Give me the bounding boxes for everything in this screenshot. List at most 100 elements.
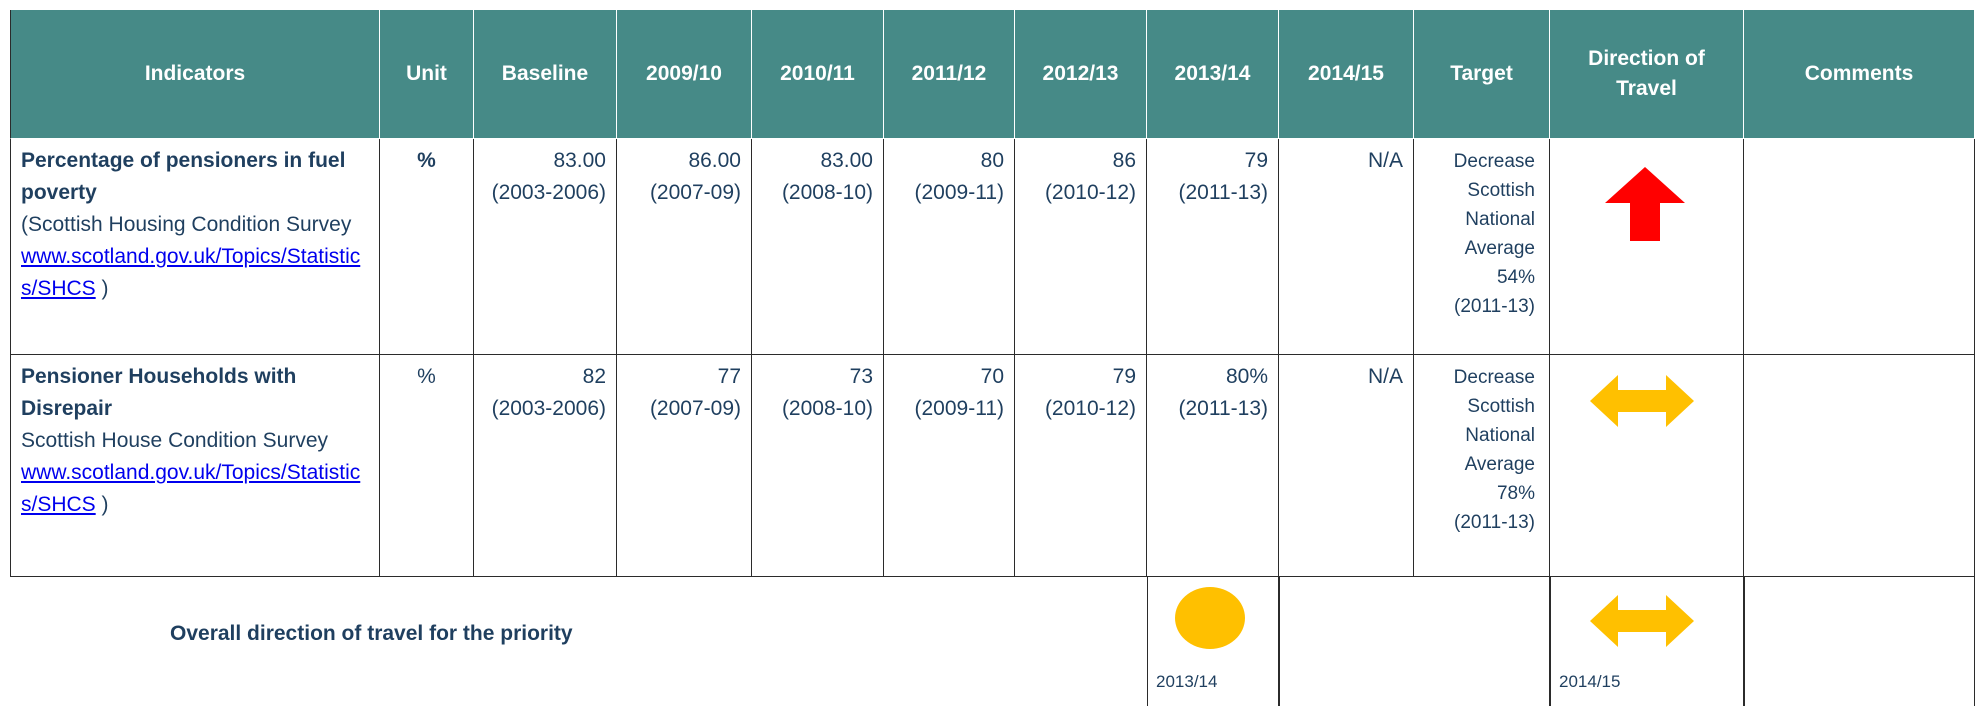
value: 86.00 xyxy=(688,149,741,172)
unit-cell: % xyxy=(380,355,474,577)
value: 79 xyxy=(1112,365,1136,388)
header-cell: 2010/11 xyxy=(752,10,884,139)
double-arrow xyxy=(1590,375,1694,427)
indicator-title: Pensioner Households with Disrepair xyxy=(21,365,297,420)
period: (2008-10) xyxy=(781,397,873,420)
header-cell: Direction of Travel xyxy=(1550,10,1744,139)
indicator-source: (Scottish Housing Condition Survey xyxy=(21,213,352,236)
value: 82 xyxy=(582,365,606,388)
period: (2007-09) xyxy=(649,181,741,204)
source-link[interactable]: www.scotland.gov.uk/Topics/Statistics/SH… xyxy=(21,245,361,300)
value: 86 xyxy=(1112,149,1136,172)
indicator-title: Percentage of pensioners in fuel poverty xyxy=(21,149,346,204)
header-cell: 2011/12 xyxy=(884,10,1015,139)
unit-cell: % xyxy=(380,139,474,355)
header-text: Indicators xyxy=(144,62,246,85)
link-line: www.scotland.gov.uk/Topics/Statistics/SH… xyxy=(21,457,369,521)
header-text: Direction of Travel xyxy=(1588,47,1705,100)
value: 73 xyxy=(849,365,873,388)
year-label: 2014/15 xyxy=(1559,672,1621,691)
close-paren: ) xyxy=(101,277,109,300)
value-cell: 79 (2011-13) xyxy=(1147,139,1279,355)
overall-cell xyxy=(1744,577,1975,706)
value: N/A xyxy=(1367,365,1403,388)
period: (2011-13) xyxy=(1178,181,1269,204)
amber-circle xyxy=(1175,587,1245,649)
header-cell: Indicators xyxy=(10,10,380,139)
value: 83.00 xyxy=(820,149,873,172)
header-cell: Target xyxy=(1414,10,1550,139)
header-cell: 2014/15 xyxy=(1279,10,1414,139)
overall-label: Overall direction of travel for the prio… xyxy=(170,622,573,645)
value-cell: 86 (2010-12) xyxy=(1015,139,1147,355)
indicator-cell: Percentage of pensioners in fuel poverty… xyxy=(10,139,380,355)
unit: % xyxy=(417,365,436,388)
comments-cell xyxy=(1744,139,1975,355)
header-cell: 2012/13 xyxy=(1015,10,1147,139)
overall-cell: 2013/14 xyxy=(1147,577,1279,706)
indicator-cell: Pensioner Households with Disrepair Scott… xyxy=(10,355,380,577)
header-cell: 2013/14 xyxy=(1147,10,1279,139)
value: 79 xyxy=(1244,149,1268,172)
indicator-source: Scottish House Condition Survey xyxy=(21,429,328,452)
value-cell: 73 (2008-10) xyxy=(752,355,884,577)
unit: % xyxy=(417,149,436,172)
period: (2010-12) xyxy=(1044,181,1136,204)
value-cell: 82 (2003-2006) xyxy=(474,355,617,577)
period: (2010-12) xyxy=(1044,397,1136,420)
value: 80% xyxy=(1225,365,1268,388)
value: N/A xyxy=(1367,149,1403,172)
period: (2009-11) xyxy=(914,397,1005,420)
overall-cell: 2014/15 xyxy=(1550,577,1744,706)
value: 77 xyxy=(717,365,741,388)
value-cell: 70 (2009-11) xyxy=(884,355,1015,577)
period: (2009-11) xyxy=(914,181,1005,204)
comments-cell xyxy=(1744,355,1975,577)
value-cell: 83.00 (2003-2006) xyxy=(474,139,617,355)
header-cell: Comments xyxy=(1744,10,1975,139)
header-text: 2010/11 xyxy=(780,62,855,85)
target-cell: Decrease Scottish National Average 78% (… xyxy=(1414,355,1550,577)
value-cell: N/A xyxy=(1279,355,1414,577)
target-cell: Decrease Scottish National Average 54% (… xyxy=(1414,139,1550,355)
close-paren: ) xyxy=(101,493,109,516)
value: 70 xyxy=(980,365,1004,388)
header-text: 2013/14 xyxy=(1174,62,1251,85)
target: Decrease Scottish National Average 78% (… xyxy=(1453,367,1535,533)
overall-cell xyxy=(1279,577,1550,706)
source-link[interactable]: www.scotland.gov.uk/Topics/Statistics/SH… xyxy=(21,461,361,516)
value: 83.00 xyxy=(553,149,606,172)
period: (2007-09) xyxy=(649,397,741,420)
value-cell: 80 (2009-11) xyxy=(884,139,1015,355)
header-text: Target xyxy=(1450,62,1513,85)
header-text: 2011/12 xyxy=(911,62,987,85)
double-arrow xyxy=(1590,595,1694,647)
header-cell: 2009/10 xyxy=(617,10,752,139)
period: (2011-13) xyxy=(1178,397,1269,420)
header-text: Comments xyxy=(1804,62,1914,85)
header-text: 2012/13 xyxy=(1042,62,1119,85)
period: (2003-2006) xyxy=(491,397,606,420)
header-text: Unit xyxy=(406,62,447,85)
direction-cell xyxy=(1550,355,1744,577)
value: 80 xyxy=(980,149,1004,172)
value-cell: N/A xyxy=(1279,139,1414,355)
target: Decrease Scottish National Average 54% (… xyxy=(1453,151,1535,317)
header-cell: Baseline xyxy=(474,10,617,139)
value-cell: 83.00 (2008-10) xyxy=(752,139,884,355)
value-cell: 80% (2011-13) xyxy=(1147,355,1279,577)
link-line: www.scotland.gov.uk/Topics/Statistics/SH… xyxy=(21,241,369,305)
up-arrow xyxy=(1605,167,1685,241)
period: (2003-2006) xyxy=(491,181,606,204)
header-cell: Unit xyxy=(380,10,474,139)
header-text: 2009/10 xyxy=(646,62,722,85)
value-cell: 86.00 (2007-09) xyxy=(617,139,752,355)
header-text: Baseline xyxy=(501,62,589,85)
direction-cell xyxy=(1550,139,1744,355)
year-label: 2013/14 xyxy=(1156,672,1218,691)
value-cell: 79 (2010-12) xyxy=(1015,355,1147,577)
value-cell: 77 (2007-09) xyxy=(617,355,752,577)
header-text: 2014/15 xyxy=(1308,62,1384,85)
period: (2008-10) xyxy=(781,181,873,204)
